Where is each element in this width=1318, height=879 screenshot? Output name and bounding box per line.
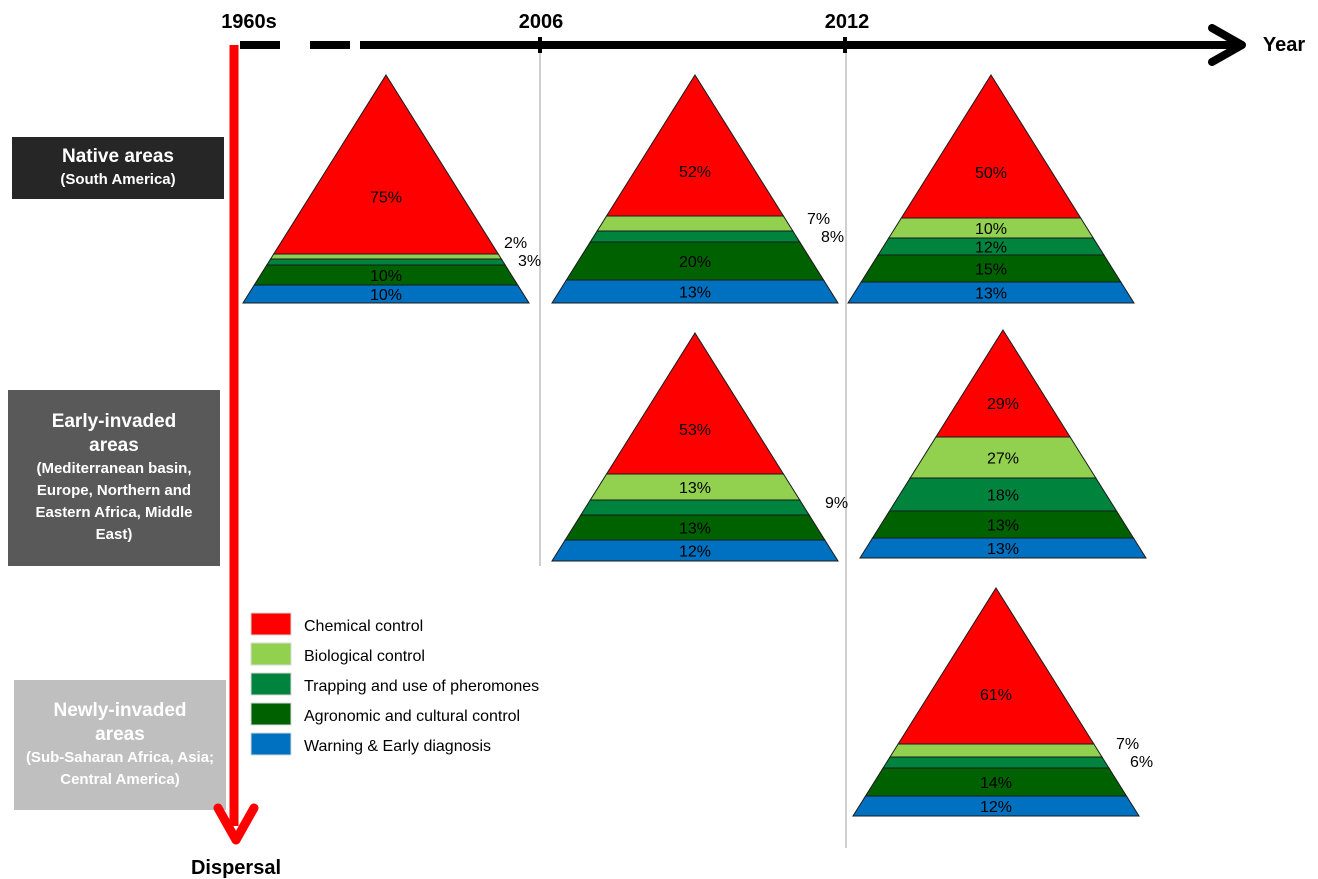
pyramid-segment-warning (551, 279, 839, 304)
pyramid-segment-chemical (900, 74, 1082, 219)
pyramid-segment-biological (889, 743, 1103, 758)
segment-label-agronomic: 10% (370, 268, 402, 285)
segment-label-trapping: 6% (1130, 754, 1153, 771)
dispersal-arrow (213, 45, 259, 845)
segment-label-warning: 12% (679, 544, 711, 561)
segment-label-biological: 7% (1116, 736, 1139, 753)
pyramid-segment-trapping (589, 230, 801, 243)
segment-label-biological: 10% (975, 221, 1007, 238)
pyramid-new-2012: 61% 7%6% 14% 12% (852, 587, 1153, 817)
pyramid-segment-biological (596, 215, 794, 232)
segment-label-agronomic: 13% (987, 518, 1019, 535)
pyramid-segment-trapping (265, 258, 507, 266)
pyramid-native-2012: 50% 10% 12% 15% 13% (847, 74, 1135, 304)
region-subtitle: (Sub-Saharan Africa, Asia; Central Ameri… (25, 749, 215, 788)
pyramid-early-2006: 53% 13% 9% 13% 12% (551, 332, 848, 562)
segment-label-warning: 13% (679, 285, 711, 302)
region-early-invaded-areas: Early-invaded areas (Mediterranean basin… (8, 390, 220, 566)
segment-label-chemical: 50% (975, 165, 1007, 182)
pyramid-segment-warning (847, 281, 1135, 304)
segment-label-trapping: 8% (821, 229, 844, 246)
segment-label-trapping: 3% (518, 253, 541, 270)
legend-label-chemical: Chemical control (304, 618, 423, 635)
legend-label-warning: Warning & Early diagnosis (304, 738, 491, 755)
legend-swatch-agronomic (250, 702, 292, 726)
segment-label-biological: 27% (987, 451, 1019, 468)
segment-label-warning: 10% (370, 287, 402, 304)
region-newly-invaded-areas: Newly-invaded areas (Sub-Saharan Africa,… (14, 680, 226, 810)
dispersal-arrowhead (213, 803, 259, 845)
segment-label-agronomic: 13% (679, 521, 711, 538)
region-native-areas: Native areas (South America) (12, 137, 224, 199)
segment-label-chemical: 53% (679, 422, 711, 439)
pyramid-segment-trapping (579, 499, 811, 516)
region-subtitle: (Mediterranean basin, Europe, Northern a… (35, 460, 193, 543)
segment-label-biological: 7% (807, 211, 830, 228)
segment-label-chemical: 29% (987, 396, 1019, 413)
segment-label-biological: 2% (504, 235, 527, 252)
legend-swatch-biological (250, 642, 292, 666)
year-label-2006: 2006 (519, 11, 564, 33)
pyramid-segment-warning (852, 795, 1140, 817)
segment-label-agronomic: 14% (980, 775, 1012, 792)
segment-label-chemical: 61% (980, 687, 1012, 704)
legend-label-biological: Biological control (304, 648, 425, 665)
segment-label-trapping: 18% (987, 488, 1019, 505)
pyramid-segment-chemical (897, 587, 1095, 745)
legend-label-agronomic: Agronomic and cultural control (304, 708, 520, 725)
segment-label-chemical: 75% (370, 190, 402, 207)
pyramid-segment-trapping (882, 756, 1110, 769)
pyramid-segment-chemical (605, 332, 785, 475)
region-title: Newly-invaded areas (53, 700, 187, 745)
segment-label-agronomic: 20% (679, 254, 711, 271)
segment-label-trapping: 9% (825, 495, 848, 512)
legend-swatch-trapping (250, 672, 292, 696)
segment-label-warning: 12% (980, 799, 1012, 816)
segment-label-agronomic: 15% (975, 262, 1007, 279)
pyramid-segment-biological (269, 253, 503, 260)
segment-label-trapping: 12% (975, 240, 1007, 257)
pyramid-segment-chemical (605, 74, 785, 217)
pyramid-segment-warning (242, 284, 530, 304)
timeline-arrowhead (1208, 24, 1246, 66)
y-axis-label: Dispersal (191, 857, 281, 879)
pyramid-segment-chemical (934, 329, 1072, 438)
pyramid-segment-chemical (272, 74, 500, 255)
pyramid-segment-warning (859, 537, 1147, 559)
legend-swatch-chemical (250, 612, 292, 636)
legend-label-trapping: Trapping and use of pheromones (304, 678, 539, 695)
timeline-axis (240, 24, 1246, 66)
legend: Chemical control Biological control Trappi… (250, 612, 539, 756)
pyramid-native-1960s: 75% 2%3% 10% 10% (242, 74, 541, 304)
segment-label-chemical: 52% (679, 164, 711, 181)
segment-label-biological: 13% (679, 480, 711, 497)
legend-swatch-warning (250, 732, 292, 756)
pyramid-early-2012: 29% 27% 18% 13% 13% (859, 329, 1147, 559)
segment-label-warning: 13% (975, 286, 1007, 303)
year-label-1960s: 1960s (221, 11, 277, 33)
year-label-2012: 2012 (825, 11, 870, 33)
x-axis-label: Year (1263, 34, 1305, 56)
region-title: Native areas (62, 146, 174, 167)
region-title: Early-invaded areas (51, 411, 177, 456)
region-subtitle: (South America) (60, 171, 176, 188)
segment-label-warning: 13% (987, 541, 1019, 558)
pyramid-native-2006: 52% 7%8% 20% 13% (551, 74, 844, 304)
pyramid-segment-warning (551, 539, 839, 562)
